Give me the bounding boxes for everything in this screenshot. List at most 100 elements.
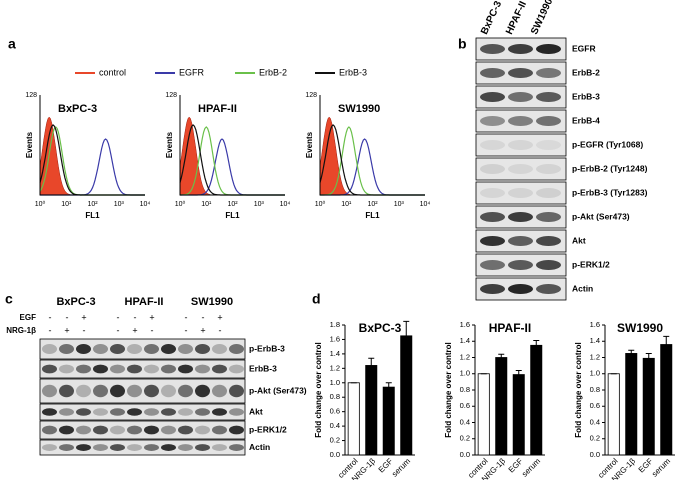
blot-band xyxy=(93,408,108,416)
error-bar xyxy=(515,370,522,375)
blot-band xyxy=(178,444,193,451)
treatment-sign: - xyxy=(202,312,205,322)
blot-band xyxy=(229,408,244,416)
panel-label: c xyxy=(5,291,13,307)
x-tick-label: 10¹ xyxy=(341,201,352,208)
treatment-sign: + xyxy=(132,325,137,335)
bar xyxy=(495,357,508,456)
bar xyxy=(660,344,673,456)
blot-band xyxy=(59,384,74,398)
x-tick-label: 10⁰ xyxy=(315,200,326,208)
y-axis-label: Events xyxy=(25,131,34,158)
blot-band xyxy=(110,444,125,451)
y-tick-label: 0.6 xyxy=(590,401,600,410)
blot-band xyxy=(536,44,561,54)
blot-band xyxy=(508,188,533,198)
blot-band xyxy=(480,284,505,294)
blot-band xyxy=(212,344,227,354)
blot-band xyxy=(127,444,142,451)
blot-strip xyxy=(39,439,246,456)
blot-band xyxy=(195,344,210,354)
column-label: HPAF-II xyxy=(504,0,529,36)
blot-band xyxy=(59,408,74,416)
y-tick-label: 1.0 xyxy=(590,369,600,378)
treatment-sign: - xyxy=(151,325,154,335)
blot-band xyxy=(229,384,244,398)
chart-title: BxPC-3 xyxy=(359,321,402,335)
x-tick-label: 10⁰ xyxy=(35,200,46,208)
blot-band xyxy=(212,408,227,416)
y-tick-label: 1.0 xyxy=(460,369,470,378)
bar xyxy=(365,365,378,456)
blot-band xyxy=(161,364,176,374)
y-tick-label: 0.0 xyxy=(590,450,600,459)
y-tick-label: 0.2 xyxy=(590,434,600,443)
error-bar xyxy=(368,357,375,366)
blot-band xyxy=(76,364,91,374)
y-tick-label: 128 xyxy=(165,92,177,99)
blot-band xyxy=(229,364,244,374)
blot-band xyxy=(536,140,561,150)
x-axis-label: FL1 xyxy=(85,211,100,220)
blot-band xyxy=(59,444,74,451)
y-axis-label: Fold change over control xyxy=(574,342,583,438)
axis xyxy=(179,95,285,196)
group-label: BxPC-3 xyxy=(56,296,95,308)
blot-band xyxy=(93,344,108,354)
bar xyxy=(625,353,638,456)
blot-band xyxy=(93,444,108,451)
error-bar xyxy=(403,320,410,336)
blot-band xyxy=(508,116,533,126)
blot-band xyxy=(508,140,533,150)
treatment-sign: - xyxy=(134,312,137,322)
y-axis-label: Fold change over control xyxy=(314,342,323,438)
y-axis-label: Fold change over control xyxy=(444,342,453,438)
blot-band xyxy=(536,188,561,198)
blot-strip xyxy=(39,403,246,421)
treatment-label: NRG-1β xyxy=(6,326,36,335)
row-label: ErbB-2 xyxy=(572,67,600,77)
blot-band xyxy=(480,68,505,78)
y-tick-label: 1.6 xyxy=(460,320,470,329)
blot-band xyxy=(195,408,210,416)
y-tick-label: 0.0 xyxy=(460,450,470,459)
error-bar xyxy=(663,335,670,345)
y-tick-label: 0.8 xyxy=(460,385,470,394)
bar xyxy=(477,373,490,456)
blot-band xyxy=(195,425,210,435)
blot-strip xyxy=(39,378,246,404)
row-label: Actin xyxy=(572,283,593,293)
blot-band xyxy=(144,384,159,398)
blot-band xyxy=(195,384,210,398)
blot-band xyxy=(93,425,108,435)
plot-title: SW1990 xyxy=(338,103,380,115)
blot-band xyxy=(93,384,108,398)
blot-band xyxy=(127,408,142,416)
y-tick-label: 1.4 xyxy=(590,336,600,345)
y-tick-label: 0.4 xyxy=(460,417,470,426)
blot-strip xyxy=(475,109,567,133)
treatment-label: EGF xyxy=(20,313,37,322)
blot-band xyxy=(536,284,561,294)
treatment-sign: - xyxy=(49,325,52,335)
bar xyxy=(400,335,413,456)
treatment-sign: - xyxy=(185,312,188,322)
blot-band xyxy=(536,212,561,222)
plot-title: HPAF-II xyxy=(198,103,237,115)
panel-label: d xyxy=(312,291,321,307)
panel-label: a xyxy=(8,36,16,52)
y-tick-label: 0.8 xyxy=(330,392,340,401)
error-bar xyxy=(628,349,635,354)
blot-band xyxy=(161,408,176,416)
blot-band xyxy=(508,236,533,246)
blot-band xyxy=(110,408,125,416)
blot-band xyxy=(110,344,125,354)
blot-band xyxy=(229,344,244,354)
x-tick-label: 10² xyxy=(227,201,238,208)
treatment-sign: + xyxy=(149,312,154,322)
y-tick-label: 1.6 xyxy=(590,320,600,329)
y-tick-label: 1.2 xyxy=(330,363,340,372)
y-tick-label: 1.8 xyxy=(330,320,340,329)
x-tick-label: 10⁰ xyxy=(175,200,186,208)
y-tick-label: 1.4 xyxy=(460,336,470,345)
